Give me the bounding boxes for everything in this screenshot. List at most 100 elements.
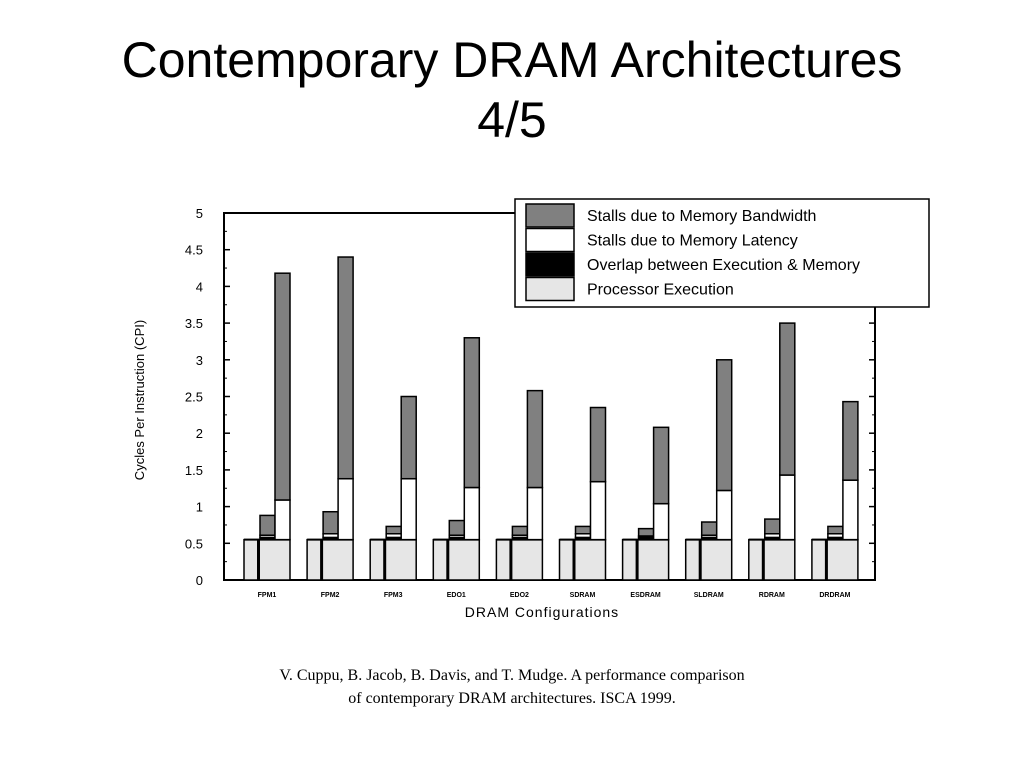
bars	[243, 256, 859, 581]
bar-processor-base	[748, 538, 796, 581]
bar-processor-base	[621, 538, 670, 581]
legend-label-processor: Processor Execution	[587, 282, 734, 299]
bar-group-esdram	[621, 426, 670, 581]
y-tick-label: 1.5	[185, 463, 203, 478]
bar-overlap-divider	[761, 539, 765, 580]
bar-segment-bandwidth	[526, 389, 544, 489]
y-tick-label: 5	[196, 206, 203, 221]
bar-segment-bandwidth	[715, 359, 733, 492]
bar-segment-latency	[652, 502, 670, 541]
bar-processor-base	[811, 538, 859, 581]
bar-segment-latency	[526, 486, 544, 541]
bar-segment-latency	[779, 474, 796, 541]
x-axis-label: DRAM Configurations	[465, 604, 619, 620]
x-tick-label: EDO2	[510, 592, 529, 599]
bar-group-edo1	[432, 337, 481, 581]
bar-segment-bandwidth	[337, 256, 354, 480]
y-tick-label: 4.5	[185, 243, 203, 258]
bar-group-fpm1	[243, 272, 291, 581]
x-tick-label: RDRAM	[759, 592, 785, 599]
bar-segment-latency	[715, 489, 733, 541]
bar-group-fpm3	[369, 395, 417, 581]
x-tick-label: EDO1	[447, 592, 466, 599]
bar-overlap-divider	[320, 539, 324, 580]
bar-segment-bandwidth	[274, 272, 291, 501]
y-tick-label: 3	[196, 353, 203, 368]
bar-segment-bandwidth	[400, 395, 417, 480]
bar-overlap-divider	[383, 539, 387, 580]
bar-overlap-divider	[446, 539, 450, 580]
bar-overlap-divider	[257, 539, 260, 580]
bar-group-sldram	[684, 359, 733, 581]
x-tick-label: SDRAM	[570, 592, 596, 599]
bar-processor-base	[558, 538, 607, 581]
bar-segment-bandwidth	[842, 400, 859, 481]
bar-segment-bandwidth	[637, 527, 655, 537]
y-tick-label: 0	[196, 573, 203, 588]
bar-processor-base	[306, 538, 354, 581]
bar-segment-bandwidth	[652, 426, 670, 505]
bar-overlap-divider	[509, 539, 513, 580]
bar-group-drdram	[811, 400, 859, 581]
bar-segment-bandwidth	[322, 510, 339, 535]
bar-processor-base	[495, 538, 544, 581]
bar-segment-bandwidth	[827, 525, 844, 535]
legend-label-overlap: Overlap between Execution & Memory	[587, 257, 860, 274]
bar-segment-latency	[274, 499, 291, 541]
bar-segment-latency	[337, 477, 354, 541]
y-tick-label: 0.5	[185, 536, 203, 551]
cpi-stacked-bar-chart: 0 0.5 1 1.5 2 2.5 3 3.5 4 4.5 5 FPM1 FPM2 FPM3 EDO1 ED…	[132, 198, 930, 620]
x-tick-label: FPM1	[258, 592, 277, 599]
bar-segment-bandwidth	[700, 521, 718, 536]
legend-swatch-latency	[525, 227, 575, 253]
bar-segment-bandwidth	[574, 525, 592, 535]
legend-label-latency: Stalls due to Memory Latency	[587, 233, 798, 250]
bar-processor-base	[243, 538, 291, 581]
citation: V. Cuppu, B. Jacob, B. Davis, and T. Mud…	[0, 664, 1024, 710]
bar-segment-bandwidth	[511, 525, 529, 536]
y-axis: 0 0.5 1 1.5 2 2.5 3 3.5 4 4.5 5	[185, 206, 875, 588]
bar-segment-bandwidth	[448, 519, 466, 536]
bar-processor-base	[432, 538, 481, 581]
citation-line-1: V. Cuppu, B. Jacob, B. Davis, and T. Mud…	[279, 667, 745, 684]
slide-title: Contemporary DRAM Architectures 4/5	[0, 30, 1024, 150]
bar-overlap-divider	[698, 539, 702, 580]
x-axis: FPM1 FPM2 FPM3 EDO1 EDO2 SDRAM ESDRAM SLDRAM RDR…	[258, 592, 851, 599]
legend-label-bandwidth: Stalls due to Memory Bandwidth	[587, 208, 816, 225]
bar-segment-bandwidth	[589, 406, 607, 483]
bar-segment-bandwidth	[385, 525, 402, 535]
y-tick-label: 2	[196, 426, 203, 441]
y-axis-label: Cycles Per Instruction (CPI)	[132, 320, 147, 480]
bar-segment-bandwidth	[764, 518, 781, 535]
bar-group-fpm2	[306, 256, 354, 581]
y-tick-label: 2.5	[185, 390, 203, 405]
legend-swatch-bandwidth	[525, 203, 575, 228]
bar-overlap-divider	[572, 539, 576, 580]
bar-group-edo2	[495, 389, 544, 581]
bar-group-sdram	[558, 406, 607, 581]
bar-segment-latency	[589, 480, 607, 541]
bar-group-rdram	[748, 322, 796, 581]
y-tick-label: 3.5	[185, 316, 203, 331]
y-tick-label: 1	[196, 500, 203, 515]
bar-overlap-divider	[635, 539, 639, 580]
bar-segment-bandwidth	[259, 514, 276, 536]
x-tick-label: DRDRAM	[819, 592, 850, 599]
x-tick-label: ESDRAM	[630, 592, 661, 599]
slide-title-line-1: Contemporary DRAM Architectures	[121, 32, 903, 88]
bar-processor-base	[684, 538, 733, 581]
bar-segment-bandwidth	[779, 322, 796, 476]
bar-segment-latency	[842, 479, 859, 541]
bar-segment-latency	[463, 486, 481, 541]
citation-line-2: of contemporary DRAM architectures. ISCA…	[348, 690, 676, 707]
legend-swatch-processor	[525, 276, 575, 302]
x-tick-label: FPM3	[384, 592, 403, 599]
slide-title-line-2: 4/5	[477, 92, 547, 148]
bar-overlap-divider	[824, 539, 828, 580]
legend: Stalls due to Memory Bandwidth Stalls due…	[514, 198, 930, 308]
bar-segment-bandwidth	[463, 337, 481, 489]
bar-processor-base	[369, 538, 417, 581]
legend-swatch-overlap	[525, 252, 575, 277]
x-tick-label: SLDRAM	[694, 592, 724, 599]
bar-segment-latency	[400, 477, 417, 541]
